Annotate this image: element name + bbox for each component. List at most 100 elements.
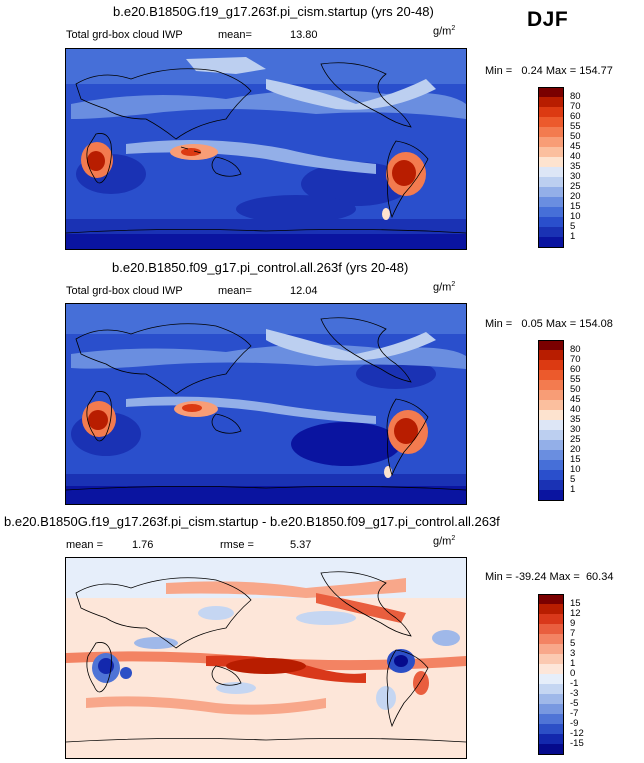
colorbar-swatch (538, 694, 564, 705)
colorbar-swatch (538, 167, 564, 178)
panel-2-mean-label: mean= (218, 285, 252, 297)
colorbar-swatch (538, 117, 564, 128)
colorbar-label: 5 (570, 474, 576, 485)
colorbar-label: -3 (570, 688, 579, 699)
colorbar-label: 15 (570, 454, 581, 465)
colorbar-swatch (538, 410, 564, 421)
colorbar-swatch (538, 400, 564, 411)
panel-1-colorbar: 80 70 60 55 50 45 40 35 30 25 20 15 10 5 1 (538, 87, 598, 248)
colorbar-label: 45 (570, 394, 581, 405)
colorbar-swatch (538, 634, 564, 645)
colorbar-swatch (538, 460, 564, 471)
colorbar-label: 70 (570, 101, 581, 112)
colorbar-label: 5 (570, 221, 576, 232)
colorbar-swatch (538, 614, 564, 625)
colorbar-swatch (538, 674, 564, 685)
panel-3-mean-label: mean = (66, 539, 103, 551)
colorbar-swatch (538, 350, 564, 361)
colorbar-label: -12 (570, 728, 584, 739)
panel-3-title: b.e20.B1850G.f19_g17.263f.pi_cism.startu… (4, 514, 500, 529)
colorbar-label: 5 (570, 638, 576, 649)
colorbar-label: -9 (570, 718, 579, 729)
colorbar-label: 35 (570, 414, 581, 425)
colorbar-swatch (538, 744, 564, 755)
colorbar-swatch (538, 97, 564, 108)
colorbar-label: -1 (570, 678, 579, 689)
colorbar-label: 50 (570, 131, 581, 142)
colorbar-label: 1 (570, 231, 576, 242)
colorbar-label: 3 (570, 648, 576, 659)
colorbar-label: 25 (570, 181, 581, 192)
panel-3-minmax: Min = -39.24 Max = 60.34 (485, 571, 614, 583)
colorbar-label: 10 (570, 464, 581, 475)
colorbar-label: 55 (570, 121, 581, 132)
panel-1-mean-value: 13.80 (290, 29, 318, 41)
panel-1-map (65, 48, 467, 250)
colorbar-swatch (538, 724, 564, 735)
panel-3-mean-value: 1.76 (132, 539, 154, 551)
colorbar-swatch (538, 644, 564, 655)
colorbar-swatch (538, 684, 564, 695)
colorbar-swatch (538, 470, 564, 481)
colorbar-label: 25 (570, 434, 581, 445)
panel-3-colorbar: 15 12 9 7 5 3 1 0 -1 -3 -5 -7 -9 -12 -15 (538, 594, 598, 755)
colorbar-swatch (538, 420, 564, 431)
colorbar-label: 15 (570, 598, 581, 609)
panel-3-units: g/m2 (433, 535, 456, 548)
colorbar-swatch (538, 197, 564, 208)
colorbar-label: -7 (570, 708, 579, 719)
panel-2-units: g/m2 (433, 281, 456, 294)
colorbar-swatch (538, 604, 564, 615)
colorbar-swatch (538, 370, 564, 381)
colorbar-swatch (538, 137, 564, 148)
colorbar-label: 70 (570, 354, 581, 365)
colorbar-swatch (538, 440, 564, 451)
colorbar-swatch (538, 714, 564, 725)
colorbar-label: 30 (570, 424, 581, 435)
season-label: DJF (527, 8, 569, 31)
panel-2-variable: Total grd-box cloud IWP (66, 285, 183, 297)
colorbar-swatch (538, 340, 564, 351)
colorbar-label: -5 (570, 698, 579, 709)
colorbar-label: 40 (570, 404, 581, 415)
panel-1-title: b.e20.B1850G.f19_g17.263f.pi_cism.startu… (113, 4, 434, 19)
colorbar-label: 20 (570, 191, 581, 202)
colorbar-swatch (538, 594, 564, 605)
panel-2-minmax: Min = 0.05 Max = 154.08 (485, 318, 613, 330)
colorbar-label: -15 (570, 738, 584, 749)
panel-1-mean-label: mean= (218, 29, 252, 41)
colorbar-swatch (538, 430, 564, 441)
colorbar-swatch (538, 490, 564, 501)
colorbar-label: 40 (570, 151, 581, 162)
colorbar-label: 10 (570, 211, 581, 222)
colorbar-swatch (538, 704, 564, 715)
colorbar-swatch (538, 147, 564, 158)
colorbar-swatch (538, 107, 564, 118)
panel-2-colorbar: 80 70 60 55 50 45 40 35 30 25 20 15 10 5 1 (538, 340, 598, 501)
panel-3-map (65, 557, 467, 759)
colorbar-label: 60 (570, 364, 581, 375)
colorbar-swatch (538, 664, 564, 675)
colorbar-swatch (538, 480, 564, 491)
colorbar-label: 15 (570, 201, 581, 212)
panel-3-rmse-label: rmse = (220, 539, 254, 551)
colorbar-label: 1 (570, 484, 576, 495)
panel-3-rmse-value: 5.37 (290, 539, 312, 551)
colorbar-label: 12 (570, 608, 581, 619)
colorbar-swatch (538, 734, 564, 745)
colorbar-swatch (538, 127, 564, 138)
panel-1-variable: Total grd-box cloud IWP (66, 29, 183, 41)
colorbar-label: 50 (570, 384, 581, 395)
colorbar-label: 45 (570, 141, 581, 152)
colorbar-label: 35 (570, 161, 581, 172)
colorbar-swatch (538, 237, 564, 248)
colorbar-swatch (538, 157, 564, 168)
colorbar-label: 0 (570, 668, 576, 679)
colorbar-label: 7 (570, 628, 576, 639)
colorbar-label: 30 (570, 171, 581, 182)
colorbar-swatch (538, 177, 564, 188)
colorbar-swatch (538, 624, 564, 635)
panel-2-mean-value: 12.04 (290, 285, 318, 297)
colorbar-swatch (538, 450, 564, 461)
colorbar-label: 80 (570, 344, 581, 355)
